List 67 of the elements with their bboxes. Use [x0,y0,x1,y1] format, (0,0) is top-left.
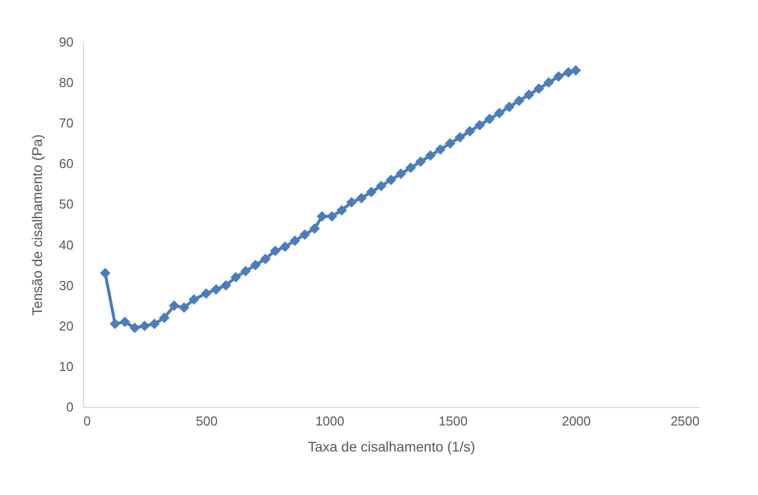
x-tick-label: 2500 [670,414,700,428]
point [168,300,180,311]
point [290,235,300,246]
point [100,268,110,278]
point [534,83,544,94]
x-tick-label: 1000 [315,414,344,428]
point [149,318,160,330]
point [346,196,357,208]
point [120,316,130,328]
y-axis-title: Tensão de cisalhamento (Pa) [29,134,46,316]
point [336,205,347,216]
y-tick-label: 90 [59,34,74,50]
x-axis-title: Taxa de cisalhamento (1/s) [308,438,476,454]
y-tick-label: 30 [59,278,74,293]
point [494,108,505,118]
x-tick-label: 1500 [438,414,468,428]
point [405,162,416,173]
point [514,96,524,106]
point [139,320,150,332]
y-tick-label: 70 [59,116,74,131]
point [309,223,320,234]
point [270,246,280,256]
point [250,260,261,270]
point [200,288,212,299]
point [230,272,242,282]
point [415,156,426,167]
y-tick-label: 40 [59,237,74,252]
point [524,89,534,100]
y-tick-label: 0 [66,400,74,414]
x-tick-label: 0 [84,414,91,428]
point [570,65,582,76]
point [210,284,222,295]
point [464,126,476,136]
y-tick-label: 80 [59,75,74,90]
x-tick-label: 500 [196,414,218,428]
point [474,120,485,130]
point [110,318,120,330]
point [280,242,290,252]
point [366,186,377,198]
point [425,150,436,161]
y-tick-label: 50 [59,196,74,212]
x-tick-label: 2000 [562,414,591,428]
y-tick-label: 20 [59,318,74,334]
point [563,67,574,78]
point [435,144,446,155]
point [240,266,251,276]
point [326,211,338,222]
point [376,180,386,192]
point [454,132,466,143]
y-tick-label: 60 [59,156,74,172]
point [130,322,140,334]
point [484,114,495,124]
point [356,192,367,204]
point [543,77,554,88]
point [300,229,310,240]
point [159,312,170,324]
point [316,211,328,222]
point [188,294,200,305]
point [396,168,406,180]
point [260,254,271,264]
point [553,71,564,82]
point [386,174,396,186]
point [444,138,456,149]
point [178,302,190,313]
point [220,280,232,291]
point [504,102,515,112]
y-tick-label: 10 [59,358,74,374]
